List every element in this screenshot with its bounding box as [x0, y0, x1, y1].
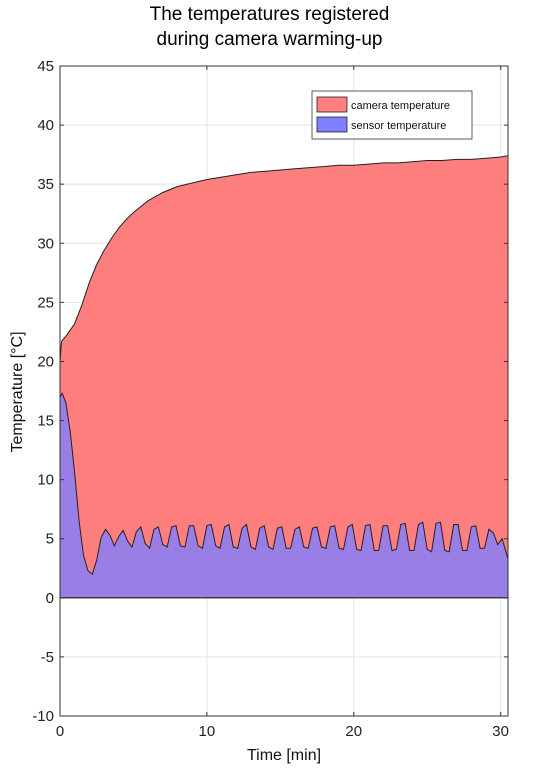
axis-ticks: -10 -5 0 5 10 15 20 25 30 35 40 45 0 10 20 30: [32, 58, 509, 740]
y-tick-label: 35: [37, 176, 54, 193]
x-tick-label: 20: [345, 723, 362, 740]
x-axis-label: Time [min]: [247, 747, 321, 764]
plot-border: [59, 65, 509, 717]
x-tick-label: 30: [492, 723, 509, 740]
y-tick-label: 15: [37, 413, 54, 430]
y-axis-label: Temperature [°C]: [9, 331, 26, 452]
legend-swatch: [316, 96, 348, 113]
line-sensor-temperature: [59, 392, 509, 576]
x-tick-label: 10: [199, 723, 216, 740]
legend-swatch: [316, 116, 348, 133]
y-tick-label: -10: [32, 708, 54, 725]
y-tick-label: 30: [37, 235, 54, 252]
chart-title-line-2: during camera warming-up: [156, 29, 383, 50]
area-camera-temperature: [60, 155, 508, 598]
legend-label: camera temperature: [351, 100, 450, 112]
chart-title: The temperatures registered during camer…: [0, 2, 539, 52]
chart-title-line-1: The temperatures registered: [149, 4, 390, 25]
y-tick-label: 10: [37, 472, 54, 489]
y-tick-label: 45: [37, 58, 54, 75]
y-tick-label: 20: [37, 353, 54, 370]
plot-frame: [59, 65, 509, 717]
data-areas: [59, 155, 509, 599]
y-tick-label: 25: [37, 294, 54, 311]
y-tick-label: 40: [37, 117, 54, 134]
area-sensor-temperature: [60, 393, 508, 598]
x-tick-label: 0: [56, 723, 64, 740]
legend: camera temperature sensor temperature: [311, 90, 473, 140]
legend-label: sensor temperature: [351, 120, 446, 132]
y-tick-label: 5: [46, 531, 54, 548]
y-tick-label: -5: [41, 649, 54, 666]
line-camera-temperature: [59, 155, 509, 362]
y-tick-label: 0: [46, 590, 54, 607]
